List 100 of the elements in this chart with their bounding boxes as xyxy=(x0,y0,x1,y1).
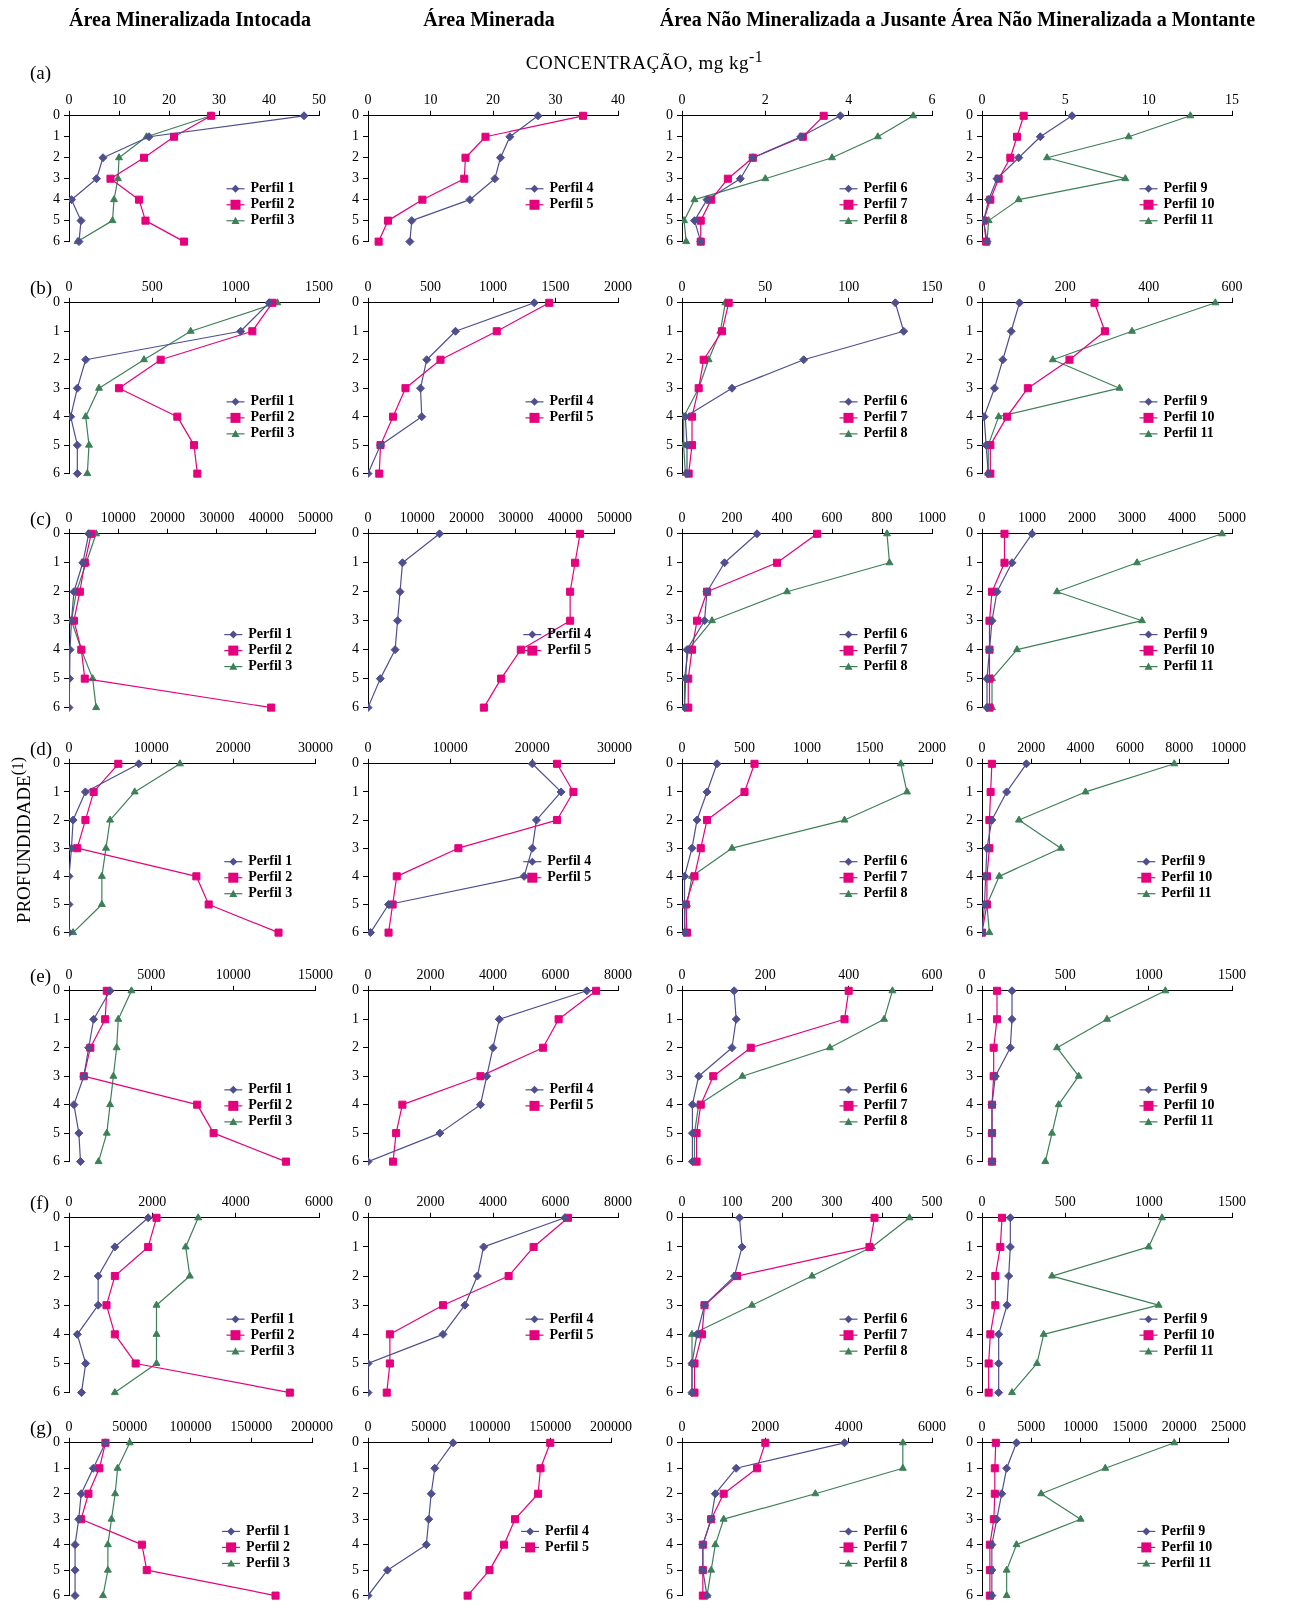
legend-label: Perfil 11 xyxy=(1161,1555,1212,1571)
x-tick-label: 0 xyxy=(65,1194,73,1210)
y-tick-label: 1 xyxy=(666,128,673,144)
legend-label: Perfil 9 xyxy=(1163,1310,1208,1326)
x-tick-label: 400 xyxy=(1138,279,1160,295)
y-tick-label: 3 xyxy=(53,839,60,855)
y-tick-label: 6 xyxy=(352,465,359,481)
x-tick-label: 0 xyxy=(364,279,372,295)
y-tick-label: 6 xyxy=(966,233,973,249)
legend-label: Perfil 11 xyxy=(1163,212,1214,228)
y-tick-label: 4 xyxy=(352,1326,359,1342)
chart-title: Área Minerada xyxy=(422,8,556,31)
y-tick-label: 2 xyxy=(966,1485,973,1501)
y-tick-label: 0 xyxy=(966,1434,973,1450)
y-tick-label: 0 xyxy=(666,294,673,310)
y-tick-label: 2 xyxy=(666,583,673,599)
x-tick-label: 15000 xyxy=(1112,1419,1148,1435)
legend-label: Perfil 6 xyxy=(863,853,908,869)
x-tick-label: 5000 xyxy=(1218,510,1246,526)
y-tick-label: 4 xyxy=(966,868,973,884)
y-tick-label: 0 xyxy=(352,107,359,123)
chart-title: Área Mineralizada Intocada xyxy=(68,8,312,31)
y-tick-label: 4 xyxy=(666,191,673,207)
x-tick-label: 0 xyxy=(978,740,986,756)
y-tick-label: 5 xyxy=(352,670,359,686)
legend-label: Perfil 10 xyxy=(1163,1326,1215,1342)
legend-label: Perfil 10 xyxy=(1163,642,1215,658)
x-tick-label: 10 xyxy=(1141,92,1156,108)
y-tick-label: 0 xyxy=(53,107,60,123)
y-tick-label: 2 xyxy=(966,811,973,827)
legend-label: Perfil 8 xyxy=(863,658,908,674)
y-tick-label: 5 xyxy=(966,896,973,912)
legend-label: Perfil 4 xyxy=(549,180,594,196)
x-tick-label: 50 xyxy=(758,279,773,295)
y-tick-label: 4 xyxy=(352,408,359,424)
y-tick-label: 3 xyxy=(966,612,973,628)
x-tick-label: 0 xyxy=(678,510,686,526)
x-tick-label: 100000 xyxy=(468,1419,511,1435)
x-tick-label: 10000 xyxy=(399,510,435,526)
legend-label: Perfil 8 xyxy=(863,1555,908,1571)
y-tick-label: 4 xyxy=(666,1326,673,1342)
x-tick-label: 200 xyxy=(721,510,743,526)
y-tick-label: 0 xyxy=(666,525,673,541)
y-tick-label: 6 xyxy=(666,465,673,481)
y-tick-label: 2 xyxy=(53,1267,60,1283)
legend-label: Perfil 10 xyxy=(1161,869,1213,885)
y-tick-label: 6 xyxy=(53,1153,60,1169)
legend-label: Perfil 8 xyxy=(863,1113,908,1129)
y-tick-label: 2 xyxy=(966,583,973,599)
legend-label: Perfil 2 xyxy=(250,1326,295,1342)
x-tick-label: 1500 xyxy=(855,740,884,756)
y-tick-label: 1 xyxy=(352,1010,359,1026)
y-tick-label: 0 xyxy=(53,755,60,771)
x-tick-label: 0 xyxy=(978,1419,986,1435)
y-tick-label: 2 xyxy=(352,583,359,599)
legend-label: Perfil 6 xyxy=(863,626,908,642)
y-tick-label: 3 xyxy=(966,1510,973,1526)
x-tick-label: 150000 xyxy=(529,1419,572,1435)
x-tick-label: 0 xyxy=(678,967,686,983)
y-tick-label: 6 xyxy=(966,924,973,940)
x-tick-label: 50000 xyxy=(112,1419,148,1435)
y-tick-label: 2 xyxy=(352,351,359,367)
legend-label: Perfil 8 xyxy=(863,212,908,228)
y-tick-label: 0 xyxy=(666,982,673,998)
y-tick-label: 1 xyxy=(352,128,359,144)
y-tick-label: 0 xyxy=(352,294,359,310)
x-tick-label: 0 xyxy=(364,92,372,108)
legend-label: Perfil 2 xyxy=(248,642,293,658)
x-tick-label: 0 xyxy=(678,1194,686,1210)
legend-label: Perfil 3 xyxy=(250,212,295,228)
x-tick-label: 0 xyxy=(364,510,372,526)
legend-label: Perfil 1 xyxy=(248,853,293,869)
y-tick-label: 5 xyxy=(966,670,973,686)
y-tick-label: 4 xyxy=(966,641,973,657)
y-tick-label: 3 xyxy=(666,1296,673,1312)
y-tick-label: 1 xyxy=(352,1459,359,1475)
y-tick-label: 2 xyxy=(53,1485,60,1501)
x-tick-label: 100 xyxy=(721,1194,743,1210)
legend-label: Perfil 8 xyxy=(863,885,908,901)
y-tick-label: 3 xyxy=(666,1067,673,1083)
x-tick-label: 20 xyxy=(162,92,176,108)
y-tick-label: 5 xyxy=(666,670,673,686)
legend-label: Perfil 6 xyxy=(863,1310,908,1326)
y-tick-label: 1 xyxy=(53,1238,60,1254)
x-tick-label: 2000 xyxy=(416,1194,445,1210)
y-tick-label: 3 xyxy=(666,1510,673,1526)
x-tick-label: 2000 xyxy=(604,279,632,295)
legend-label: Perfil 6 xyxy=(863,1523,908,1539)
legend-label: Perfil 1 xyxy=(250,180,295,196)
y-tick-label: 0 xyxy=(53,1434,60,1450)
x-tick-label: 4000 xyxy=(834,1419,863,1435)
y-tick-label: 3 xyxy=(352,839,359,855)
y-tick-label: 6 xyxy=(53,233,60,249)
x-tick-label: 2000 xyxy=(1017,740,1046,756)
y-tick-label: 1 xyxy=(53,1010,60,1026)
x-tick-label: 4000 xyxy=(1066,740,1095,756)
x-tick-label: 600 xyxy=(1221,279,1243,295)
legend-label: Perfil 2 xyxy=(250,409,295,425)
y-tick-label: 2 xyxy=(352,1039,359,1055)
y-tick-label: 1 xyxy=(966,322,973,338)
